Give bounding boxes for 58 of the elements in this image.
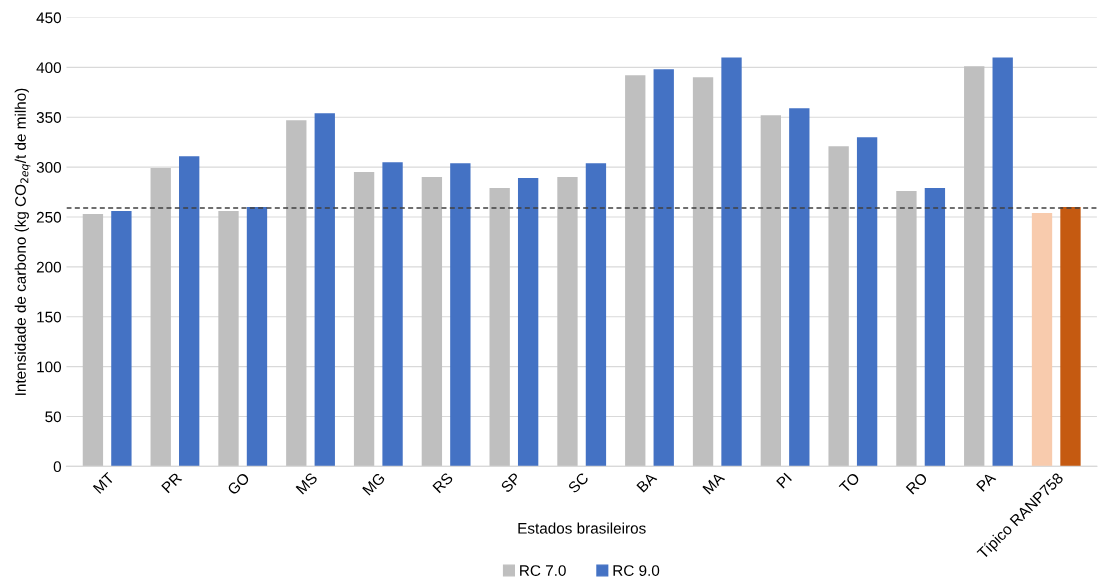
bar (625, 75, 646, 467)
bar (218, 211, 239, 467)
bar (692, 77, 714, 467)
x-tick-label: RS (432, 472, 454, 494)
bar (1060, 207, 1081, 467)
y-tick-label: 50 (45, 411, 62, 423)
bar (82, 214, 104, 467)
y-tick-label: 450 (36, 12, 62, 24)
y-tick-label: 400 (36, 62, 62, 74)
x-axis-title: Estados brasileiros (518, 522, 646, 534)
bar (179, 156, 200, 467)
bar (721, 57, 742, 467)
bar (557, 177, 578, 467)
bar (150, 168, 171, 467)
bar (353, 172, 375, 467)
x-tick-label: GO (226, 472, 251, 496)
y-tick-label: 250 (36, 211, 62, 223)
bar (856, 137, 878, 467)
y-tick-label: 100 (37, 361, 62, 373)
x-tick-label: BA (636, 471, 658, 493)
x-tick-label: RO (905, 472, 929, 495)
x-tick-label: MA (702, 471, 726, 495)
bar (1031, 213, 1053, 467)
y-tick-label: 350 (36, 112, 62, 123)
bar (517, 178, 539, 467)
bar (789, 108, 810, 467)
x-tick-label: PI (776, 472, 792, 489)
x-tick-label: TO (838, 472, 861, 494)
x-tick-label: PA (976, 471, 997, 492)
y-tick-label: 300 (36, 161, 62, 173)
x-tick-label: MS (295, 472, 318, 495)
bar (246, 207, 268, 467)
x-tick-label: PR (161, 472, 183, 494)
bar (992, 57, 1013, 467)
bar (896, 191, 917, 467)
x-tick-label: SC (567, 471, 590, 494)
bar (964, 66, 985, 467)
bar (111, 211, 132, 467)
x-tick-label: MT (92, 471, 115, 494)
bar (924, 188, 946, 467)
bar (382, 162, 403, 467)
bar (314, 113, 335, 467)
y-tick-label: 0 (53, 461, 62, 473)
bar (450, 163, 471, 467)
bar (760, 115, 782, 467)
bar (286, 120, 307, 467)
y-tick-label: 150 (37, 311, 62, 323)
bar (489, 188, 510, 467)
y-tick-label: 200 (36, 261, 62, 273)
x-tick-label: SP (500, 472, 522, 494)
x-tick-label: MG (362, 472, 386, 496)
bar (653, 69, 674, 467)
y-axis-title: Intensidade de carbono (kg CO$_{2eq}$/t de milho) (14, 88, 31, 395)
bar (585, 163, 607, 467)
legend-label: RC 9.0 (613, 565, 660, 576)
bar (421, 177, 443, 467)
legend-label: RC 7.0 (520, 565, 566, 576)
bar (828, 146, 849, 467)
